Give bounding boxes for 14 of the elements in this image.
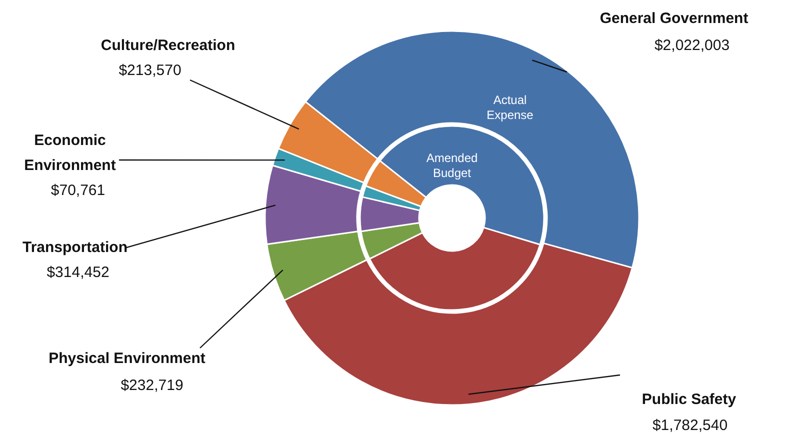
data-label: $232,719 bbox=[120, 377, 184, 394]
slice-label: Physical Environment bbox=[48, 350, 206, 367]
slice-label: Amended Budget bbox=[426, 151, 478, 180]
slice-label: Economic Environment bbox=[24, 132, 116, 174]
slice-label: Actual Expense bbox=[486, 93, 534, 122]
data-label: $1,782,540 bbox=[652, 417, 728, 434]
slice-label: Transportation bbox=[22, 239, 128, 256]
slice-label: General Government bbox=[600, 10, 748, 27]
data-label: $213,570 bbox=[118, 62, 182, 79]
slice-label: Culture/Recreation bbox=[100, 37, 236, 54]
slice-label: Public Safety bbox=[642, 391, 737, 408]
data-label: $70,761 bbox=[50, 182, 106, 199]
data-label: $314,452 bbox=[46, 264, 110, 281]
data-label: $2,022,003 bbox=[654, 37, 730, 54]
